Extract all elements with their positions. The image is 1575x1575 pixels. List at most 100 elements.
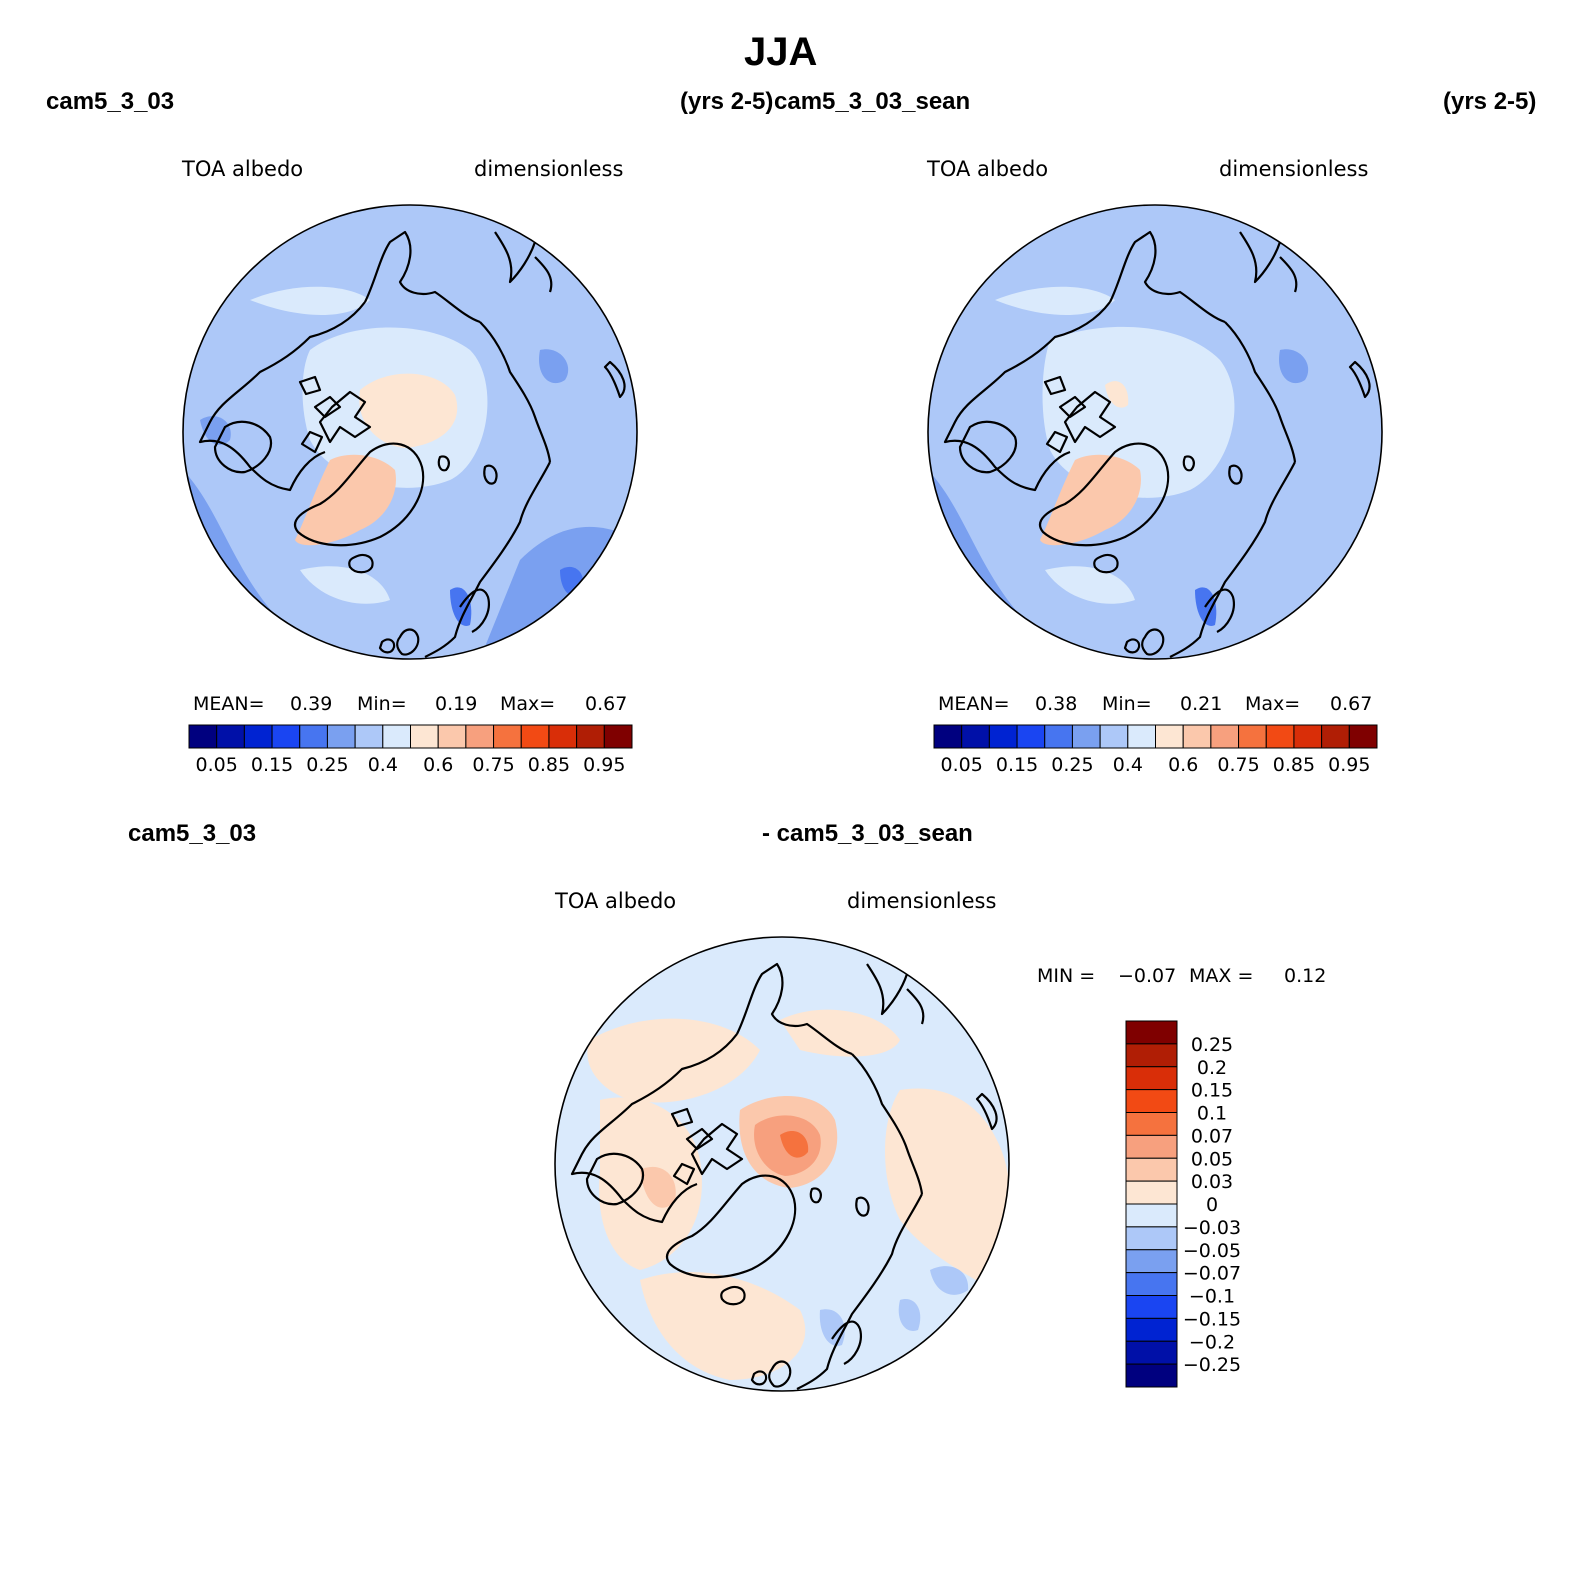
colorbar-tick-label: 0.75 <box>1217 754 1259 776</box>
panel2-max-value: 0.67 <box>1330 693 1372 715</box>
panel2-mean-label: MEAN= <box>938 693 1010 715</box>
colorbar-swatch <box>1155 724 1184 749</box>
colorbar-tick-label: −0.03 <box>1183 1217 1241 1239</box>
colorbar-swatch <box>1348 724 1378 749</box>
colorbar-swatch <box>410 724 439 749</box>
colorbar-swatch <box>271 724 301 749</box>
colorbar-tick-label: −0.15 <box>1183 1308 1241 1330</box>
colorbar-swatch <box>961 724 990 749</box>
panel1-max-label: Max= <box>500 693 555 715</box>
colorbar-tick-label: 0.2 <box>1197 1057 1227 1079</box>
colorbar-swatch <box>1125 1043 1178 1068</box>
colorbar-swatch <box>465 724 495 749</box>
colorbar-swatch <box>1125 1363 1178 1388</box>
colorbar-swatch <box>1293 724 1323 749</box>
colorbar-swatch <box>1127 724 1156 749</box>
colorbar-swatch <box>988 724 1018 749</box>
panel2-field-label: TOA albedo <box>927 157 1049 181</box>
colorbar-tick-label: 0.07 <box>1191 1125 1233 1147</box>
panel2-max-label: Max= <box>1245 693 1300 715</box>
colorbar-tick-label: 0.85 <box>1273 754 1315 776</box>
colorbar-tick-label: 0.4 <box>368 754 398 776</box>
colorbar-swatch <box>1125 1180 1178 1205</box>
panel2-mean-value: 0.38 <box>1035 693 1077 715</box>
panel1-colorbar: 0.05 0.15 0.25 0.4 0.6 0.75 0.85 0.95 <box>188 724 633 776</box>
panel2-map <box>927 204 1383 660</box>
colorbar-tick-label: −0.05 <box>1183 1240 1241 1262</box>
panel1-map <box>182 204 638 660</box>
colorbar-swatch <box>1125 1295 1178 1319</box>
diff-stats: MIN = −0.07 MAX = 0.12 <box>1037 965 1326 987</box>
colorbar-tick-label: 0.95 <box>583 754 625 776</box>
panel2-units-label: dimensionless <box>1219 157 1369 181</box>
colorbar-tick-label: 0.6 <box>423 754 453 776</box>
colorbar-swatch <box>576 724 605 749</box>
panel1-min-label: Min= <box>357 693 407 715</box>
colorbar-tick-label: −0.07 <box>1183 1263 1241 1285</box>
panel1-field-label: TOA albedo <box>182 157 304 181</box>
panel1-min-value: 0.19 <box>435 693 477 715</box>
colorbar-tick-label: −0.2 <box>1189 1331 1235 1353</box>
colorbar-tick-label: 0.15 <box>251 754 293 776</box>
colorbar-swatch <box>933 724 963 749</box>
panel1-case-name: cam5_3_03 <box>46 88 175 115</box>
colorbar-tick-label: 0.1 <box>1197 1103 1227 1125</box>
colorbar-swatch <box>1044 724 1073 749</box>
diff-units-label: dimensionless <box>847 889 997 913</box>
colorbar-tick-label: 0.95 <box>1328 754 1370 776</box>
colorbar-tick-label: 0.05 <box>196 754 238 776</box>
colorbar-swatch <box>548 724 578 749</box>
panel2-min-value: 0.21 <box>1180 693 1222 715</box>
colorbar-tick-label: 0.05 <box>941 754 983 776</box>
diff-min-label: MIN = <box>1037 965 1095 987</box>
colorbar-tick-label: 0.15 <box>996 754 1038 776</box>
diff-max-label: MAX = <box>1189 965 1253 987</box>
figure-title: JJA <box>744 30 818 74</box>
colorbar-swatch <box>1125 1112 1178 1136</box>
colorbar-swatch <box>1210 724 1240 749</box>
panel1-max-value: 0.67 <box>585 693 627 715</box>
colorbar-swatch <box>1125 1157 1178 1182</box>
colorbar-swatch <box>1125 1340 1178 1365</box>
colorbar-swatch <box>1125 1272 1178 1296</box>
colorbar-swatch <box>520 724 550 749</box>
colorbar-swatch <box>243 724 273 749</box>
colorbar-tick-label: 0.6 <box>1168 754 1198 776</box>
diff-max-value: 0.12 <box>1284 965 1326 987</box>
colorbar-tick-label: 0.25 <box>1191 1034 1233 1056</box>
colorbar-swatch <box>354 724 384 749</box>
colorbar-swatch <box>1125 1134 1178 1159</box>
colorbar-tick-label: 0.85 <box>528 754 570 776</box>
panel2-min-label: Min= <box>1102 693 1152 715</box>
panel2-stats: MEAN= 0.38 Min= 0.21 Max= 0.67 <box>938 693 1372 715</box>
colorbar-tick-label: 0 <box>1206 1194 1218 1216</box>
colorbar-tick-label: 0.75 <box>472 754 514 776</box>
colorbar-swatch <box>1125 1249 1178 1274</box>
colorbar-swatch <box>1238 724 1267 749</box>
colorbar-swatch <box>188 724 218 749</box>
diff-map <box>554 936 1010 1392</box>
colorbar-swatch <box>1321 724 1350 749</box>
panel1-stats: MEAN= 0.39 Min= 0.19 Max= 0.67 <box>193 693 627 715</box>
colorbar-tick-label: 0.03 <box>1191 1171 1233 1193</box>
colorbar-swatch <box>1265 724 1295 749</box>
colorbar-swatch <box>326 724 356 749</box>
panel2-years: (yrs 2-5) <box>1443 88 1537 115</box>
colorbar-swatch <box>1125 1317 1178 1342</box>
colorbar-tick-label: 0.25 <box>306 754 348 776</box>
panel1-mean-value: 0.39 <box>290 693 332 715</box>
colorbar-swatch <box>1125 1089 1178 1113</box>
diff-min-value: −0.07 <box>1118 965 1176 987</box>
colorbar-swatch <box>382 724 411 749</box>
panel1-units-label: dimensionless <box>474 157 624 181</box>
diff-left-case: cam5_3_03 <box>128 820 257 847</box>
panel2-colorbar: 0.05 0.15 0.25 0.4 0.6 0.75 0.85 0.95 <box>933 724 1378 776</box>
colorbar-tick-label: −0.1 <box>1189 1286 1235 1308</box>
panel1-years: (yrs 2-5) <box>680 88 774 115</box>
colorbar-swatch <box>603 724 633 749</box>
panel1-mean-label: MEAN= <box>193 693 265 715</box>
colorbar-swatch <box>1182 724 1212 749</box>
colorbar-swatch <box>1071 724 1101 749</box>
colorbar-swatch <box>1125 1066 1178 1091</box>
colorbar-tick-label: 0.4 <box>1113 754 1143 776</box>
